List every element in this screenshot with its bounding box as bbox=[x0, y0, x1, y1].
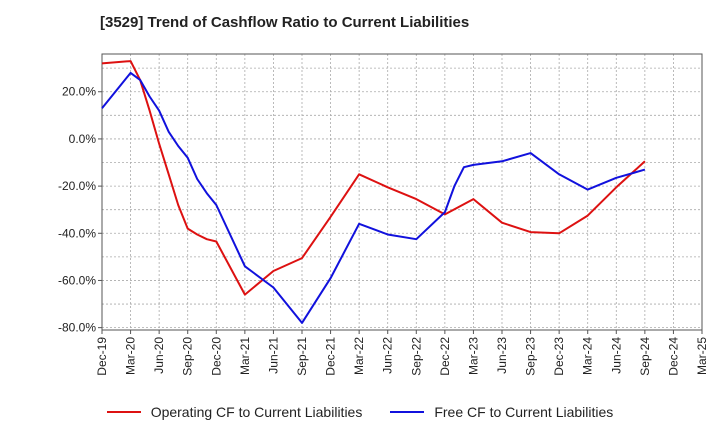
series-lines bbox=[101, 60, 646, 324]
y-tick-labels: 20.0% 0.0% -20.0% -40.0% -60.0% -80.0% bbox=[58, 85, 96, 335]
x-tick-label: Dec-19 bbox=[95, 337, 109, 376]
x-tick-label: Sep-20 bbox=[181, 337, 195, 376]
y-tick-label: -20.0% bbox=[58, 179, 96, 193]
x-tick-label: Dec-22 bbox=[438, 337, 452, 376]
plot-area bbox=[102, 54, 702, 330]
legend-item-operating-cf: Operating CF to Current Liabilities bbox=[106, 404, 363, 420]
legend-item-free-cf: Free CF to Current Liabilities bbox=[390, 404, 613, 420]
legend: Operating CF to Current Liabilities Free… bbox=[0, 404, 720, 420]
y-tick-label: -60.0% bbox=[58, 273, 96, 287]
x-tick-label: Mar-20 bbox=[124, 337, 138, 375]
legend-label-operating-cf: Operating CF to Current Liabilities bbox=[150, 404, 363, 420]
x-tick-label: Sep-22 bbox=[409, 337, 423, 376]
x-tick-label: Sep-24 bbox=[638, 337, 652, 376]
x-tick-label: Dec-21 bbox=[324, 337, 338, 376]
x-tick-label: Mar-25 bbox=[695, 337, 709, 375]
series-line-free-cf bbox=[101, 71, 646, 324]
x-tick-label: Mar-24 bbox=[581, 337, 595, 375]
y-tick-label: 0.0% bbox=[69, 132, 97, 146]
x-tick-labels: Dec-19 Mar-20 Jun-20 Sep-20 Dec-20 Mar-21 Jun-… bbox=[95, 337, 709, 376]
y-tick-label: -40.0% bbox=[58, 226, 96, 240]
x-tick-label: Dec-20 bbox=[209, 337, 223, 376]
chart-title: [3529] Trend of Cashflow Ratio to Curren… bbox=[100, 14, 470, 31]
x-tick-label: Sep-23 bbox=[524, 337, 538, 376]
x-tick-label: Dec-23 bbox=[552, 337, 566, 376]
legend-label-free-cf: Free CF to Current Liabilities bbox=[434, 404, 614, 420]
legend-swatch-operating-cf bbox=[106, 411, 141, 413]
axes bbox=[98, 53, 703, 334]
x-tick-label: Sep-21 bbox=[295, 337, 309, 376]
series-line-operating-cf bbox=[101, 60, 646, 296]
x-tick-label: Mar-23 bbox=[466, 337, 480, 375]
x-tick-label: Dec-24 bbox=[666, 337, 680, 376]
x-tick-label: Mar-22 bbox=[352, 337, 366, 375]
y-tick-label: -80.0% bbox=[58, 321, 96, 335]
x-tick-label: Jun-20 bbox=[152, 337, 166, 374]
y-tick-label: 20.0% bbox=[62, 85, 96, 99]
plot-frame bbox=[101, 53, 703, 331]
x-tick-label: Jun-23 bbox=[495, 337, 509, 374]
x-tick-label: Mar-21 bbox=[238, 337, 252, 375]
x-tick-label: Jun-21 bbox=[266, 337, 280, 374]
x-tick-label: Jun-24 bbox=[609, 337, 623, 374]
x-tick-label: Jun-22 bbox=[381, 337, 395, 374]
legend-swatch-free-cf bbox=[390, 411, 425, 413]
